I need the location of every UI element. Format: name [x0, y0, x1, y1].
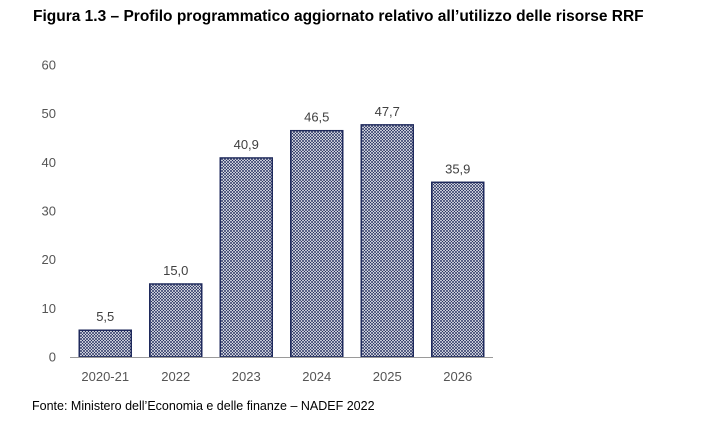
x-tick-label: 2022: [161, 369, 190, 384]
data-label: 5,5: [96, 309, 114, 324]
y-axis-ticks: 0 10 20 30 40 50 60: [42, 58, 56, 365]
bar-2022: [150, 284, 202, 357]
x-tick-label: 2026: [443, 369, 472, 384]
data-label: 40,9: [234, 137, 259, 152]
data-label: 47,7: [375, 104, 400, 119]
bar-2024: [291, 131, 343, 357]
bar-chart: 0102030405060 2020-21 2022 2023 2024 2025 202…: [0, 0, 711, 428]
x-tick-label: 2025: [373, 369, 402, 384]
x-tick-label: 2024: [302, 369, 331, 384]
x-tick-label: 2023: [232, 369, 261, 384]
y-tick-label: 60: [42, 58, 56, 73]
data-label: 15,0: [163, 263, 188, 278]
bar-2026: [432, 182, 484, 357]
y-tick-label: 20: [42, 252, 56, 267]
bar-2025: [361, 125, 413, 357]
source-note: Fonte: Ministero dell’Economia e delle f…: [32, 399, 375, 413]
y-tick-label: 10: [42, 301, 56, 316]
bar-2020-21: [79, 330, 131, 357]
y-tick-label: 40: [42, 155, 56, 170]
y-tick-label: 0: [49, 350, 56, 365]
data-label: 46,5: [304, 110, 329, 125]
y-tick-label: 30: [42, 204, 56, 219]
data-label: 35,9: [445, 161, 470, 176]
x-axis-labels: 2020-21 2022 2023 2024 2025 2026: [81, 369, 472, 384]
x-tick-label: 2020-21: [81, 369, 129, 384]
bars: [79, 125, 484, 357]
y-tick-label: 50: [42, 106, 56, 121]
bar-2023: [220, 158, 272, 357]
